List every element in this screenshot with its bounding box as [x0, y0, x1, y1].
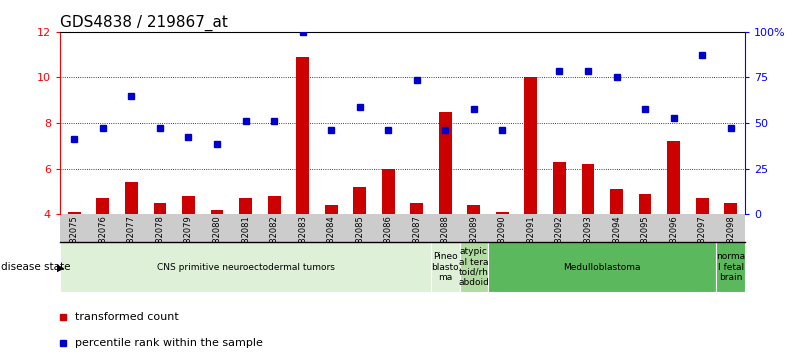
Text: disease state: disease state [1, 262, 70, 272]
Bar [410, 203, 423, 214]
Bar [268, 196, 280, 214]
Bar [324, 205, 337, 214]
Bar [382, 169, 395, 214]
Bar [211, 210, 223, 214]
Text: transformed count: transformed count [75, 312, 179, 322]
Text: Pineo
blasto
ma: Pineo blasto ma [432, 252, 459, 282]
Bar [439, 112, 452, 214]
Bar [496, 212, 509, 214]
Bar [353, 187, 366, 214]
Bar [525, 78, 537, 214]
Bar [431, 242, 460, 292]
Bar [488, 242, 716, 292]
Text: Medulloblastoma: Medulloblastoma [563, 263, 641, 272]
Bar [638, 194, 651, 214]
Text: atypic
al tera
toid/rh
abdoid: atypic al tera toid/rh abdoid [458, 247, 489, 287]
Bar [154, 203, 167, 214]
Bar [182, 196, 195, 214]
Bar [96, 198, 109, 214]
Bar [468, 205, 481, 214]
Text: percentile rank within the sample: percentile rank within the sample [75, 338, 263, 348]
Bar [296, 57, 309, 214]
Text: GDS4838 / 219867_at: GDS4838 / 219867_at [60, 14, 228, 30]
Bar [667, 141, 680, 214]
Bar [696, 198, 709, 214]
Bar [125, 182, 138, 214]
Bar [239, 198, 252, 214]
Text: norma
l fetal
brain: norma l fetal brain [716, 252, 745, 282]
Bar [610, 189, 623, 214]
Bar [553, 162, 566, 214]
Text: CNS primitive neuroectodermal tumors: CNS primitive neuroectodermal tumors [157, 263, 335, 272]
Text: ▶: ▶ [57, 262, 64, 272]
Bar [582, 164, 594, 214]
Bar [68, 212, 81, 214]
Bar [724, 203, 737, 214]
Bar [60, 242, 431, 292]
Bar [716, 242, 745, 292]
Bar [460, 242, 488, 292]
